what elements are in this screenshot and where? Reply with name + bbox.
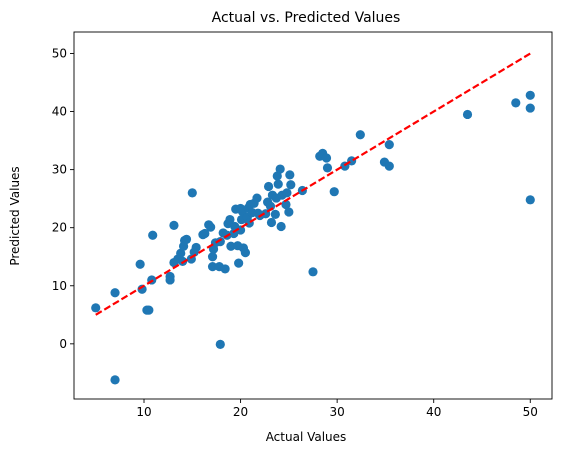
scatter-point bbox=[275, 164, 285, 174]
scatter-point bbox=[282, 188, 292, 198]
scatter-point bbox=[187, 188, 197, 198]
scatter-point bbox=[355, 130, 365, 140]
scatter-point bbox=[308, 267, 318, 277]
scatter-point bbox=[384, 161, 394, 171]
scatter-point bbox=[252, 193, 262, 203]
points-layer bbox=[91, 90, 535, 385]
scatter-point bbox=[281, 199, 291, 210]
scatter-point bbox=[91, 303, 101, 313]
y-axis-label: Predicted Values bbox=[8, 166, 22, 265]
scatter-point bbox=[322, 163, 333, 173]
scatter-point bbox=[191, 242, 201, 253]
scatter-point bbox=[176, 248, 186, 258]
scatter-point bbox=[148, 230, 158, 240]
y-tick-label: 10 bbox=[52, 279, 67, 293]
y-tick-label: 30 bbox=[52, 163, 67, 177]
scatter-point bbox=[284, 207, 294, 217]
x-tick-label: 30 bbox=[330, 405, 345, 419]
scatter-point bbox=[110, 375, 120, 385]
scatter-point bbox=[462, 109, 473, 120]
scatter-point bbox=[270, 209, 280, 219]
y-tick-label: 20 bbox=[52, 221, 67, 235]
y-tick-label: 50 bbox=[52, 46, 67, 60]
x-tick-label: 40 bbox=[426, 405, 441, 419]
scatter-point bbox=[321, 153, 332, 163]
chart-title: Actual vs. Predicted Values bbox=[212, 10, 401, 26]
scatter-point bbox=[235, 225, 246, 235]
scatter-point bbox=[525, 90, 535, 100]
scatter-point bbox=[285, 170, 295, 180]
scatter-point bbox=[220, 264, 230, 274]
scatter-point bbox=[276, 221, 286, 232]
scatter-point bbox=[207, 262, 218, 272]
scatter-point bbox=[110, 288, 120, 298]
scatter-point bbox=[169, 220, 179, 230]
scatter-point bbox=[286, 180, 296, 190]
x-tick-label: 10 bbox=[136, 405, 151, 419]
scatter-point bbox=[511, 98, 521, 108]
scatter-point bbox=[240, 248, 250, 258]
axes bbox=[73, 31, 553, 400]
x-tick-label: 20 bbox=[233, 405, 248, 419]
reference-line bbox=[95, 52, 531, 316]
scatter-point bbox=[272, 171, 282, 181]
y-tick-label: 0 bbox=[59, 337, 67, 351]
scatter-point bbox=[207, 252, 218, 262]
ticks: 10 20 30 40 50 0 10 20 30 40 50 bbox=[52, 46, 538, 419]
scatter-point bbox=[215, 237, 225, 247]
scatter-point bbox=[525, 195, 535, 205]
scatter-point bbox=[329, 187, 339, 197]
scatter-point bbox=[263, 181, 274, 192]
scatter-point bbox=[206, 222, 216, 232]
scatter-point bbox=[226, 241, 236, 251]
scatter-point bbox=[225, 214, 235, 225]
scatter-point bbox=[137, 284, 147, 294]
scatter-point bbox=[215, 339, 225, 350]
y-tick-label: 40 bbox=[52, 105, 67, 119]
scatter-point bbox=[200, 228, 210, 239]
scatter-point bbox=[234, 258, 244, 268]
scatter-point bbox=[266, 217, 277, 228]
x-tick-label: 50 bbox=[523, 405, 538, 419]
plot-frame bbox=[73, 31, 553, 400]
scatter-point bbox=[181, 234, 192, 244]
scatter-point bbox=[165, 275, 175, 285]
scatter-point bbox=[384, 140, 394, 150]
scatter-point bbox=[135, 259, 145, 269]
scatter-point bbox=[144, 305, 154, 315]
reference-line-layer bbox=[95, 52, 531, 316]
scatter-point bbox=[273, 179, 283, 189]
x-axis-label: Actual Values bbox=[266, 430, 347, 444]
scatter-point bbox=[525, 103, 535, 113]
